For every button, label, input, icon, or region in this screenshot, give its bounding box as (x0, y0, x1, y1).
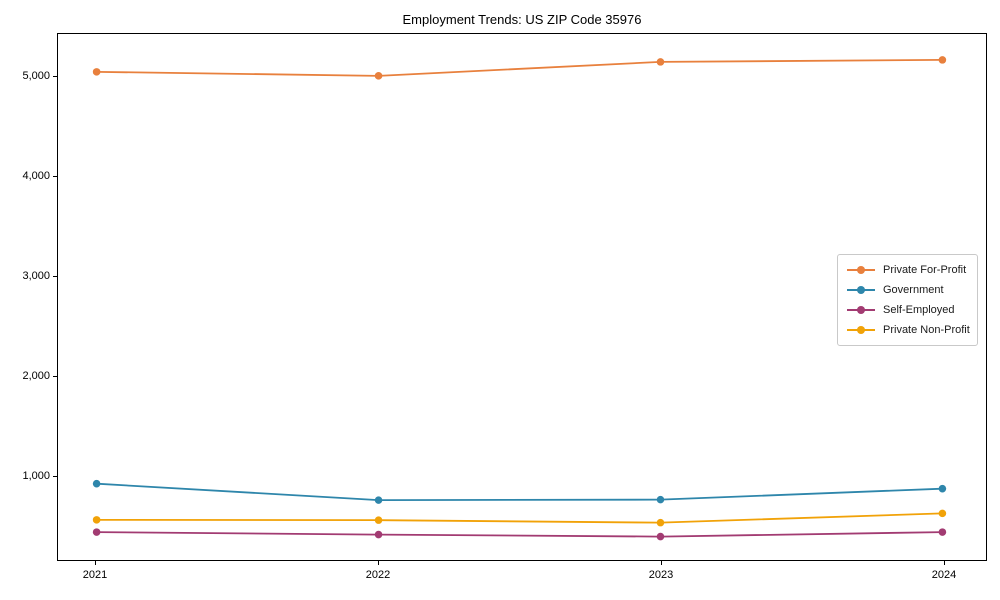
legend-dot-icon (857, 266, 865, 274)
data-point-marker (656, 518, 665, 527)
legend-line-marker-icon (847, 266, 875, 274)
y-axis-tick-mark (53, 375, 57, 377)
legend-dot-icon (857, 306, 865, 314)
y-axis-tick-label: 5,000 (22, 69, 50, 82)
data-point-marker (656, 532, 665, 541)
x-axis-tick-mark (95, 561, 96, 565)
y-axis-tick-mark (53, 475, 57, 477)
data-point-marker (656, 58, 665, 66)
x-axis-tick-label: 2022 (365, 569, 391, 581)
legend-item-2: Self-Employed (847, 304, 968, 316)
data-point-marker (92, 68, 101, 76)
data-point-marker (656, 495, 665, 504)
legend-label: Private Non-Profit (883, 324, 970, 336)
legend-item-0: Private For-Profit (847, 264, 968, 276)
series-line-2 (96, 531, 943, 538)
legend-item-1: Government (847, 284, 968, 296)
x-axis-tick-mark (378, 561, 379, 565)
data-point-marker (938, 509, 947, 518)
y-axis-tick-label: 4,000 (22, 169, 50, 182)
data-point-marker (92, 528, 101, 536)
y-axis-tick-label: 2,000 (22, 369, 50, 382)
y-axis-tick-mark (53, 75, 57, 77)
plot-area: Private For-Profit Government Self-Employe… (57, 33, 987, 561)
y-axis-tick-label: 1,000 (22, 469, 50, 482)
legend-line-marker-icon (847, 306, 875, 314)
x-axis-tick-label: 2021 (82, 569, 108, 581)
legend-label: Self-Employed (883, 304, 955, 316)
series-line-1 (96, 482, 943, 502)
data-point-marker (374, 516, 383, 524)
data-point-marker (938, 528, 947, 536)
x-axis-tick-mark (661, 561, 662, 565)
series-line-3 (96, 512, 943, 524)
legend-label: Government (883, 284, 944, 296)
legend: Private For-Profit Government Self-Employe… (837, 254, 978, 346)
data-point-marker (92, 516, 101, 524)
legend-dot-icon (857, 286, 865, 294)
chart-canvas (92, 56, 947, 541)
x-axis-tick-label: 2024 (931, 569, 957, 581)
data-point-marker (92, 479, 101, 488)
legend-item-3: Private Non-Profit (847, 324, 970, 336)
data-point-marker (938, 484, 947, 493)
data-point-marker (374, 72, 383, 80)
legend-line-marker-icon (847, 286, 875, 294)
x-axis-tick-label: 2023 (648, 569, 674, 581)
y-axis-tick-mark (53, 175, 57, 177)
legend-dot-icon (857, 326, 865, 334)
data-point-marker (374, 496, 383, 504)
legend-line-marker-icon (847, 326, 875, 334)
series-line-0 (96, 59, 943, 77)
data-point-marker (938, 56, 947, 64)
y-axis-tick-label: 3,000 (22, 269, 50, 282)
x-axis-tick-mark (944, 561, 945, 565)
legend-label: Private For-Profit (883, 264, 967, 276)
data-point-marker (374, 530, 383, 539)
y-axis-tick-mark (53, 275, 57, 277)
chart-title: Employment Trends: US ZIP Code 35976 (402, 12, 642, 27)
